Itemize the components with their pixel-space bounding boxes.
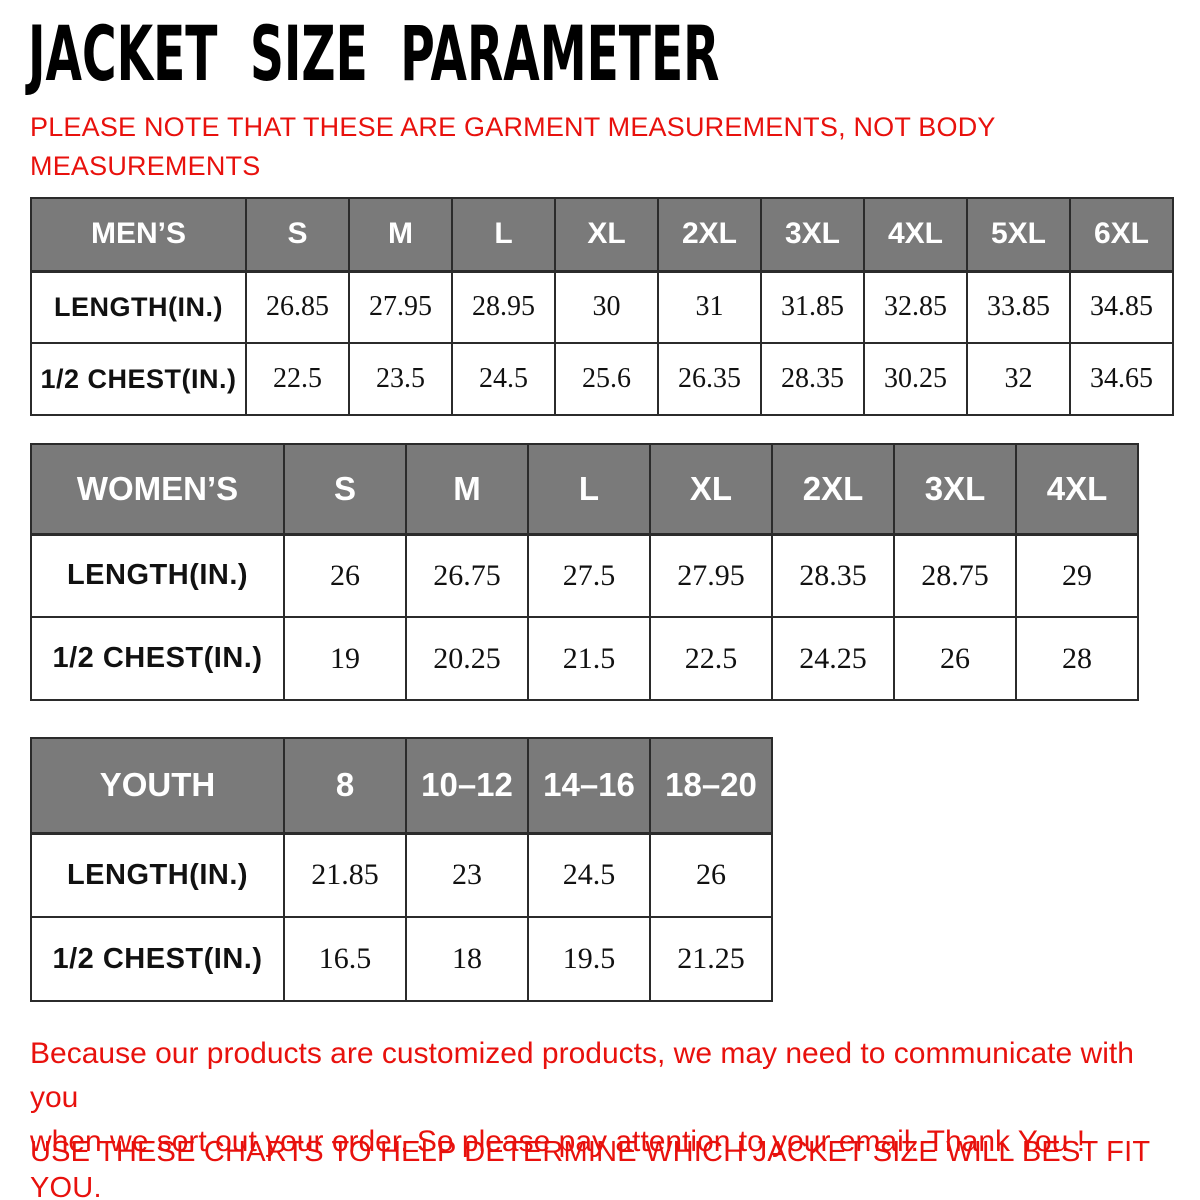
- youth-header-row: YOUTH 8 10–12 14–16 18–20: [30, 737, 773, 835]
- womens-measurement-row: 1/2 CHEST(IN.) 19 20.25 21.5 22.5 24.25 26 28: [30, 616, 1139, 701]
- mens-size-header: XL: [554, 197, 659, 273]
- customization-notice: Because our products are customized prod…: [30, 1032, 1170, 1164]
- mens-table: MEN’S S M L XL 2XL 3XL 4XL 5XL 6XL LENGTH(IN.) 26.8…: [30, 197, 1174, 416]
- youth-size-header: 8: [283, 737, 407, 835]
- womens-table: WOMEN’S S M L XL 2XL 3XL 4XL LENGTH(IN.) 26 26.75 2…: [30, 443, 1139, 701]
- measurement-value: 34.85: [1069, 270, 1174, 344]
- measurement-value: 18: [405, 916, 529, 1002]
- row-label: 1/2 CHEST(IN.): [30, 916, 285, 1002]
- youth-size-header: 14–16: [527, 737, 651, 835]
- measurement-value: 28: [1015, 616, 1139, 701]
- measurement-value: 28.35: [760, 342, 865, 416]
- measurement-value: 21.5: [527, 616, 651, 701]
- measurement-value: 21.25: [649, 916, 773, 1002]
- mens-size-header: 3XL: [760, 197, 865, 273]
- row-label: LENGTH(IN.): [30, 270, 247, 344]
- measurement-value: 20.25: [405, 616, 529, 701]
- measurement-value: 26.35: [657, 342, 762, 416]
- page-title: JACKET SIZE PARAMETER: [28, 9, 720, 98]
- womens-size-header: S: [283, 443, 407, 536]
- measurement-value: 26.75: [405, 533, 529, 618]
- womens-size-table: WOMEN’S S M L XL 2XL 3XL 4XL LENGTH(IN.) 26 26.75 2…: [30, 443, 1139, 701]
- measurement-value: 26: [649, 832, 773, 918]
- measurement-value: 21.85: [283, 832, 407, 918]
- mens-size-header: 5XL: [966, 197, 1071, 273]
- measurement-value: 32: [966, 342, 1071, 416]
- measurement-value: 28.75: [893, 533, 1017, 618]
- mens-size-header: 4XL: [863, 197, 968, 273]
- measurement-value: 31: [657, 270, 762, 344]
- row-label: LENGTH(IN.): [30, 533, 285, 618]
- mens-size-table: MEN’S S M L XL 2XL 3XL 4XL 5XL 6XL LENGTH(IN.) 26.8…: [30, 197, 1174, 416]
- mens-size-header: 6XL: [1069, 197, 1174, 273]
- measurement-value: 27.5: [527, 533, 651, 618]
- measurement-value: 22.5: [649, 616, 773, 701]
- youth-size-header: 18–20: [649, 737, 773, 835]
- measurement-value: 24.5: [451, 342, 556, 416]
- mens-header-row: MEN’S S M L XL 2XL 3XL 4XL 5XL 6XL: [30, 197, 1174, 273]
- youth-size-table: YOUTH 8 10–12 14–16 18–20 LENGTH(IN.) 21.85 23 2…: [30, 737, 773, 1002]
- measurement-value: 27.95: [649, 533, 773, 618]
- row-label: 1/2 CHEST(IN.): [30, 616, 285, 701]
- womens-size-header: XL: [649, 443, 773, 536]
- row-label: 1/2 CHEST(IN.): [30, 342, 247, 416]
- measurement-value: 24.5: [527, 832, 651, 918]
- measurement-value: 26: [893, 616, 1017, 701]
- mens-group-label: MEN’S: [30, 197, 247, 273]
- note-line-2: MEASUREMENTS: [30, 151, 261, 181]
- measurement-value: 28.95: [451, 270, 556, 344]
- youth-measurement-row: LENGTH(IN.) 21.85 23 24.5 26: [30, 832, 773, 918]
- measurement-value: 19: [283, 616, 407, 701]
- mens-size-header: M: [348, 197, 453, 273]
- measurement-value: 23.5: [348, 342, 453, 416]
- mens-measurement-row: LENGTH(IN.) 26.85 27.95 28.95 30 31 31.85 32.85…: [30, 270, 1174, 344]
- womens-size-header: M: [405, 443, 529, 536]
- youth-group-label: YOUTH: [30, 737, 285, 835]
- womens-size-header: 2XL: [771, 443, 895, 536]
- youth-measurement-row: 1/2 CHEST(IN.) 16.5 18 19.5 21.25: [30, 916, 773, 1002]
- note-line-1: PLEASE NOTE THAT THESE ARE GARMENT MEASU…: [30, 112, 996, 142]
- mens-measurement-row: 1/2 CHEST(IN.) 22.5 23.5 24.5 25.6 26.35 28.35…: [30, 342, 1174, 416]
- womens-size-header: 4XL: [1015, 443, 1139, 536]
- mens-size-header: S: [245, 197, 350, 273]
- garment-measurement-note: PLEASE NOTE THAT THESE ARE GARMENT MEASU…: [30, 108, 996, 186]
- womens-group-label: WOMEN’S: [30, 443, 285, 536]
- customization-notice-line-1: Because our products are customized prod…: [30, 1037, 1134, 1114]
- measurement-value: 23: [405, 832, 529, 918]
- measurement-value: 25.6: [554, 342, 659, 416]
- customization-notice-line-2: when we sort out your order. So please p…: [30, 1125, 1086, 1158]
- measurement-value: 34.65: [1069, 342, 1174, 416]
- measurement-value: 30.25: [863, 342, 968, 416]
- chart-usage-advice: USE THESE CHARTS TO HELP DETERMINE WHICH…: [30, 1136, 1150, 1200]
- measurement-value: 19.5: [527, 916, 651, 1002]
- measurement-value: 33.85: [966, 270, 1071, 344]
- measurement-value: 27.95: [348, 270, 453, 344]
- row-label: LENGTH(IN.): [30, 832, 285, 918]
- measurement-value: 16.5: [283, 916, 407, 1002]
- womens-size-header: L: [527, 443, 651, 536]
- womens-size-header: 3XL: [893, 443, 1017, 536]
- measurement-value: 32.85: [863, 270, 968, 344]
- measurement-value: 30: [554, 270, 659, 344]
- womens-header-row: WOMEN’S S M L XL 2XL 3XL 4XL: [30, 443, 1139, 536]
- measurement-value: 28.35: [771, 533, 895, 618]
- youth-table: YOUTH 8 10–12 14–16 18–20 LENGTH(IN.) 21.85 23 2…: [30, 737, 773, 1002]
- measurement-value: 22.5: [245, 342, 350, 416]
- measurement-value: 29: [1015, 533, 1139, 618]
- mens-size-header: L: [451, 197, 556, 273]
- measurement-value: 24.25: [771, 616, 895, 701]
- mens-size-header: 2XL: [657, 197, 762, 273]
- womens-measurement-row: LENGTH(IN.) 26 26.75 27.5 27.95 28.35 28.75 29: [30, 533, 1139, 618]
- measurement-value: 26.85: [245, 270, 350, 344]
- measurement-value: 31.85: [760, 270, 865, 344]
- measurement-value: 26: [283, 533, 407, 618]
- youth-size-header: 10–12: [405, 737, 529, 835]
